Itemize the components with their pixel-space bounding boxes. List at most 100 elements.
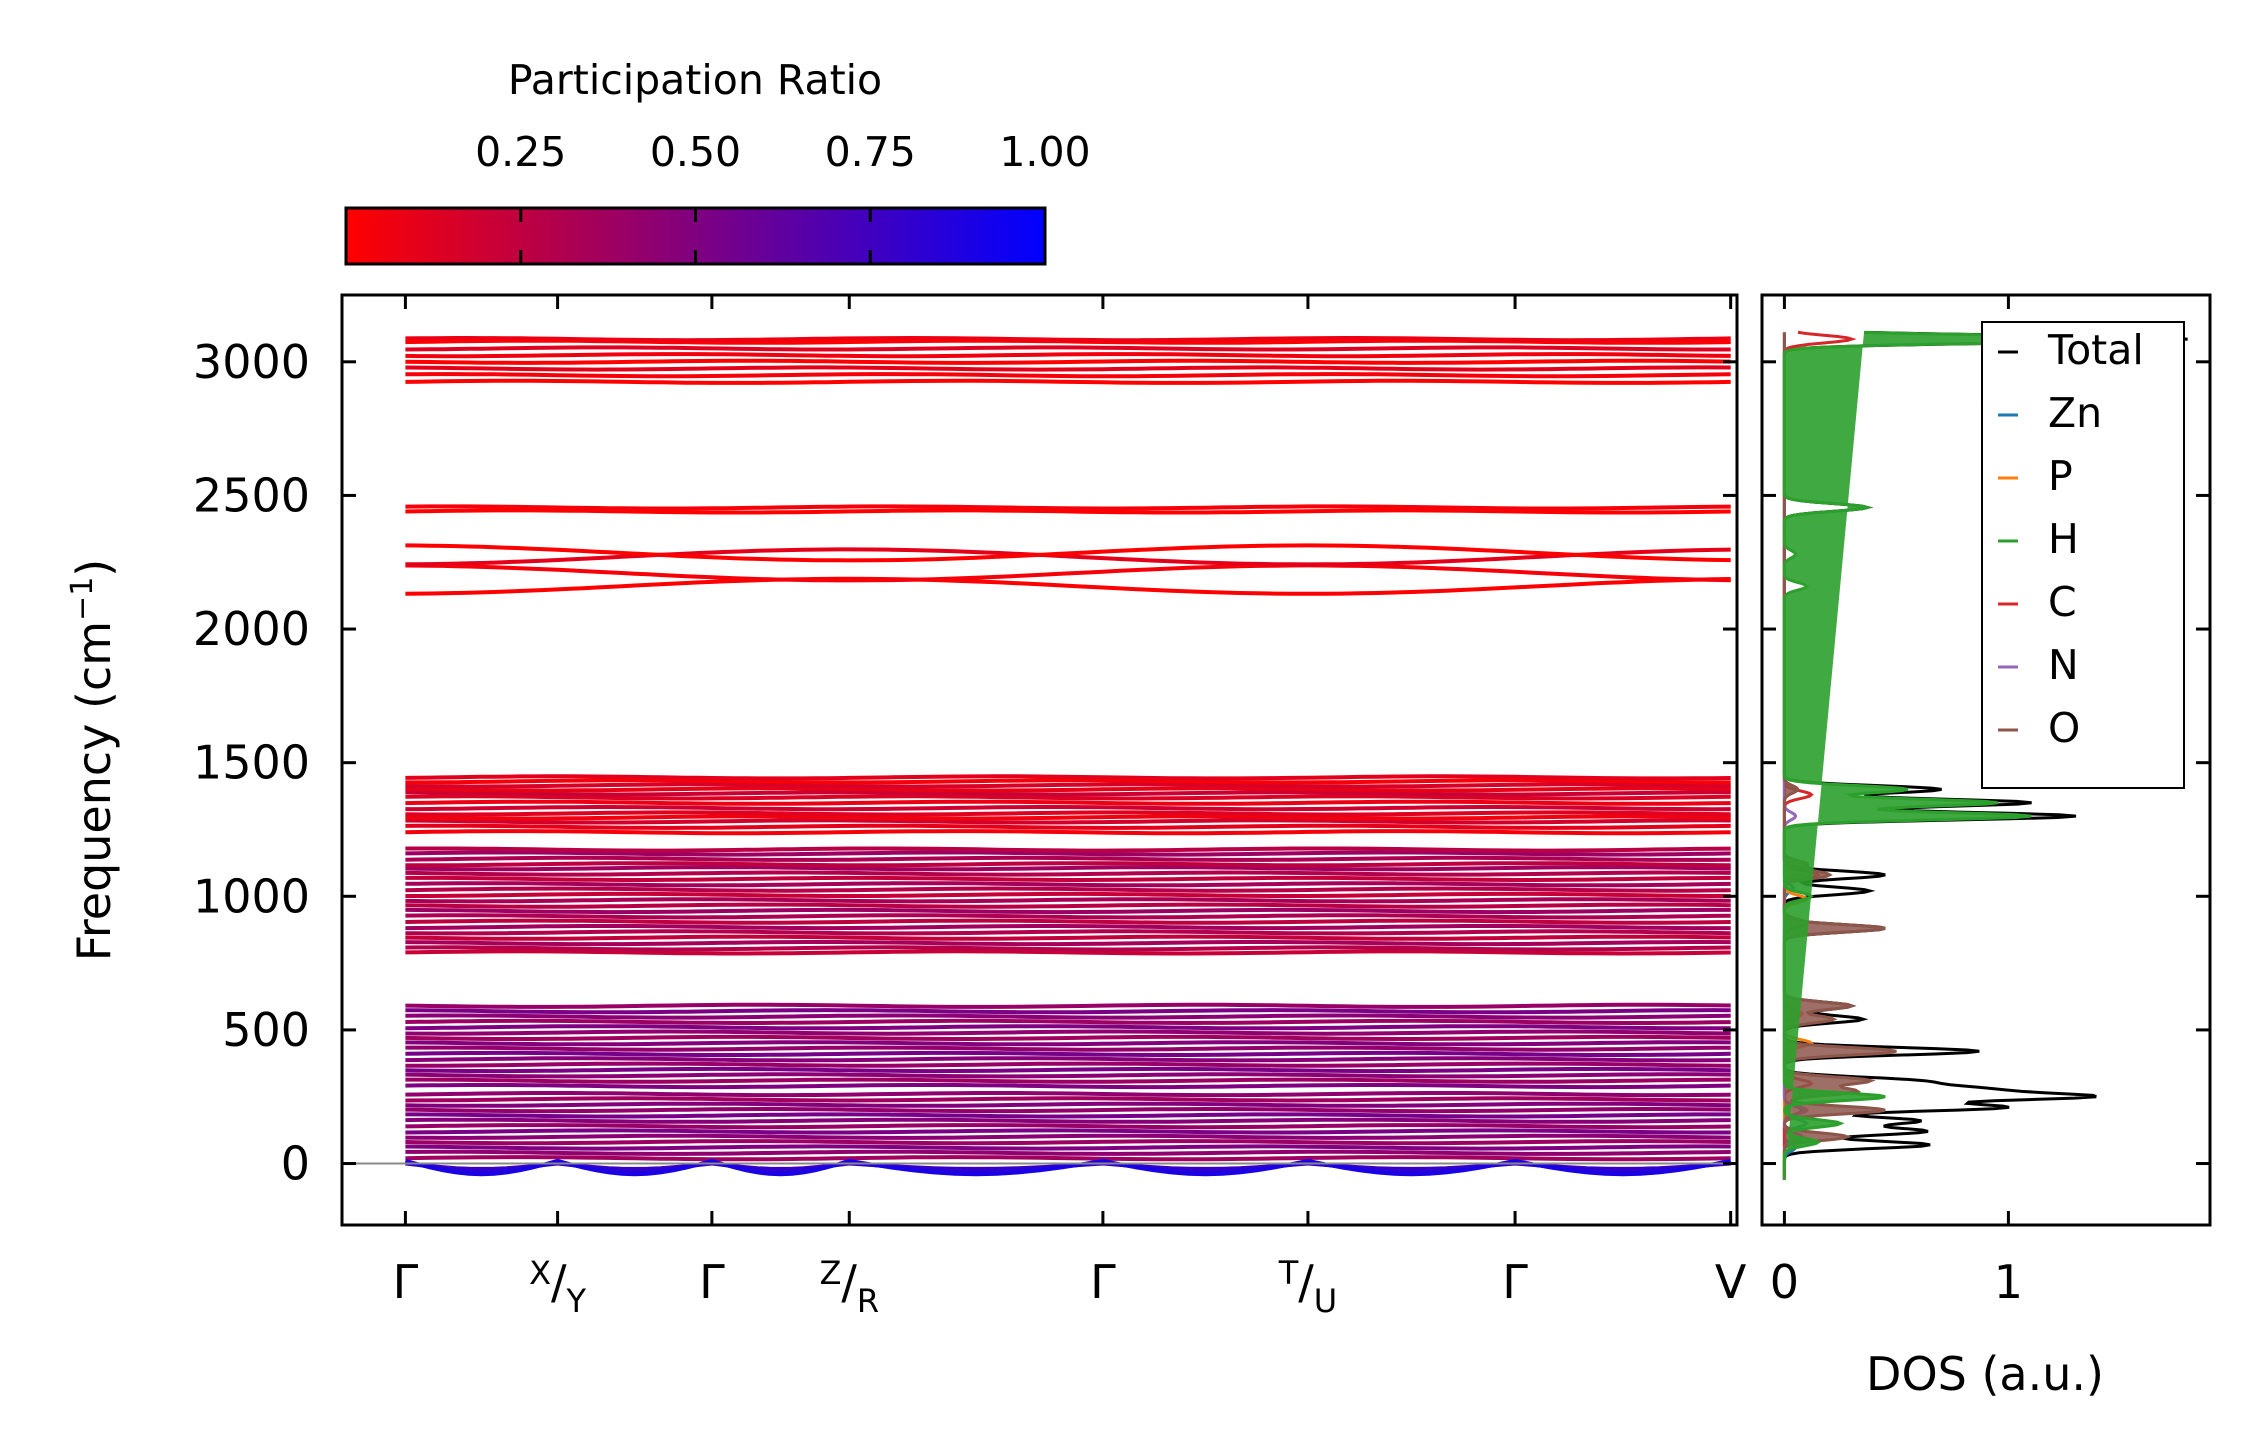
- band-line: [405, 1112, 1731, 1119]
- band-line: [405, 1123, 1731, 1130]
- legend-label: O: [2048, 704, 2080, 752]
- band-y-tick-label: 2500: [193, 468, 310, 522]
- band-group: [405, 846, 1731, 956]
- k-label-slash: /: [841, 1255, 857, 1309]
- band-line: [405, 1133, 1731, 1140]
- band-group: [405, 1002, 1731, 1162]
- legend-label: Total: [2047, 326, 2144, 374]
- band-line: [405, 1077, 1731, 1084]
- band-line: [405, 818, 1731, 825]
- legend-label: N: [2048, 641, 2079, 689]
- colorbar-title: Participation Ratio: [508, 56, 882, 104]
- band-y-tick-label: 500: [222, 1003, 310, 1057]
- band-line: [405, 934, 1731, 941]
- band-line: [405, 1056, 1731, 1063]
- band-line: [405, 345, 1731, 352]
- dos-x-tick-label: 0: [1770, 1255, 1799, 1309]
- band-line: [405, 891, 1731, 898]
- band-group: [405, 774, 1731, 836]
- band-line: [405, 881, 1731, 888]
- band-y-tick-label: 1500: [193, 736, 310, 790]
- dos-panel-frame: [1760, 293, 2212, 1227]
- colorbar-tick-label: 1.00: [999, 128, 1090, 176]
- band-panel-frame: [340, 293, 1739, 1227]
- band-lines: [342, 335, 1737, 1177]
- colorbar-tick-label: 0.25: [475, 128, 566, 176]
- band-y-tick-label: 1000: [193, 869, 310, 923]
- band-line: [405, 855, 1731, 862]
- band-line: [405, 945, 1731, 952]
- colorbar: Participation Ratio 0.25 0.50 0.75 1.00: [344, 56, 1091, 266]
- band-line: [405, 907, 1731, 915]
- band-line: [405, 1083, 1731, 1090]
- band-line: [405, 865, 1731, 872]
- band-line: [405, 504, 1731, 511]
- band-line: [405, 1002, 1731, 1009]
- band-line: [405, 352, 1731, 359]
- band-line: [405, 1024, 1731, 1031]
- band-line: [405, 1096, 1731, 1103]
- colorbar-tick-label: 0.75: [825, 128, 916, 176]
- band-line: [405, 918, 1731, 925]
- band-line: [405, 335, 1731, 343]
- legend-label: Zn: [2048, 389, 2102, 437]
- dos-x-tick-label: 1: [1994, 1255, 2023, 1309]
- band-y-axis-label: Frequency (cm−1): [65, 559, 121, 962]
- band-line: [405, 563, 1731, 583]
- band-line: [405, 913, 1731, 920]
- band-line: [405, 1117, 1731, 1124]
- band-line: [405, 1008, 1731, 1015]
- k-label-sub: R: [857, 1282, 879, 1320]
- band-line: [405, 1101, 1731, 1108]
- band-line: [405, 902, 1731, 909]
- dos-x-axis-label: DOS (a.u.): [1866, 1347, 2104, 1401]
- band-line: [405, 850, 1731, 857]
- band-line: [405, 1155, 1731, 1162]
- band-line: [405, 897, 1731, 904]
- band-line: [405, 1029, 1731, 1036]
- band-line: [405, 846, 1731, 853]
- dos-curve-h: [1782, 330, 2177, 1180]
- band-line: [405, 829, 1731, 836]
- band-line: [405, 1050, 1731, 1057]
- dos-curves: [1782, 330, 2188, 1180]
- k-label-sup: X: [529, 1254, 551, 1292]
- band-line: [405, 886, 1731, 893]
- band-k-label: Γ: [699, 1255, 725, 1309]
- band-line: [405, 1144, 1731, 1151]
- band-line: [404, 1158, 1732, 1177]
- band-line: [405, 810, 1731, 817]
- band-line: [405, 1139, 1731, 1146]
- y-label-sup: −1: [65, 577, 100, 621]
- band-group: [405, 543, 1731, 596]
- band-line: [405, 378, 1731, 385]
- band-line: [405, 790, 1731, 797]
- y-label-close: ): [67, 559, 121, 577]
- band-line: [405, 358, 1731, 365]
- band-line: [405, 576, 1731, 596]
- band-line: [405, 1072, 1731, 1079]
- band-line: [405, 782, 1731, 789]
- k-label-sub: U: [1314, 1282, 1337, 1320]
- band-y-tick-label: 0: [281, 1137, 310, 1191]
- band-group: [405, 335, 1731, 385]
- band-line: [405, 1061, 1731, 1068]
- band-line: [405, 786, 1731, 793]
- dos-y-ticks: [1762, 360, 2210, 1166]
- band-line: [405, 1066, 1731, 1074]
- band-k-label: Z/R: [819, 1254, 879, 1320]
- band-line: [405, 1040, 1731, 1047]
- legend-frame: [1981, 321, 2185, 789]
- band-line: [405, 929, 1731, 936]
- k-label-slash: /: [551, 1255, 567, 1309]
- colorbar-ticks: 0.25 0.50 0.75 1.00: [475, 128, 1091, 264]
- band-line: [405, 543, 1731, 563]
- band-line: [405, 1013, 1731, 1020]
- band-line: [405, 508, 1731, 515]
- band-k-label: Γ: [1502, 1255, 1528, 1309]
- band-line: [405, 778, 1731, 785]
